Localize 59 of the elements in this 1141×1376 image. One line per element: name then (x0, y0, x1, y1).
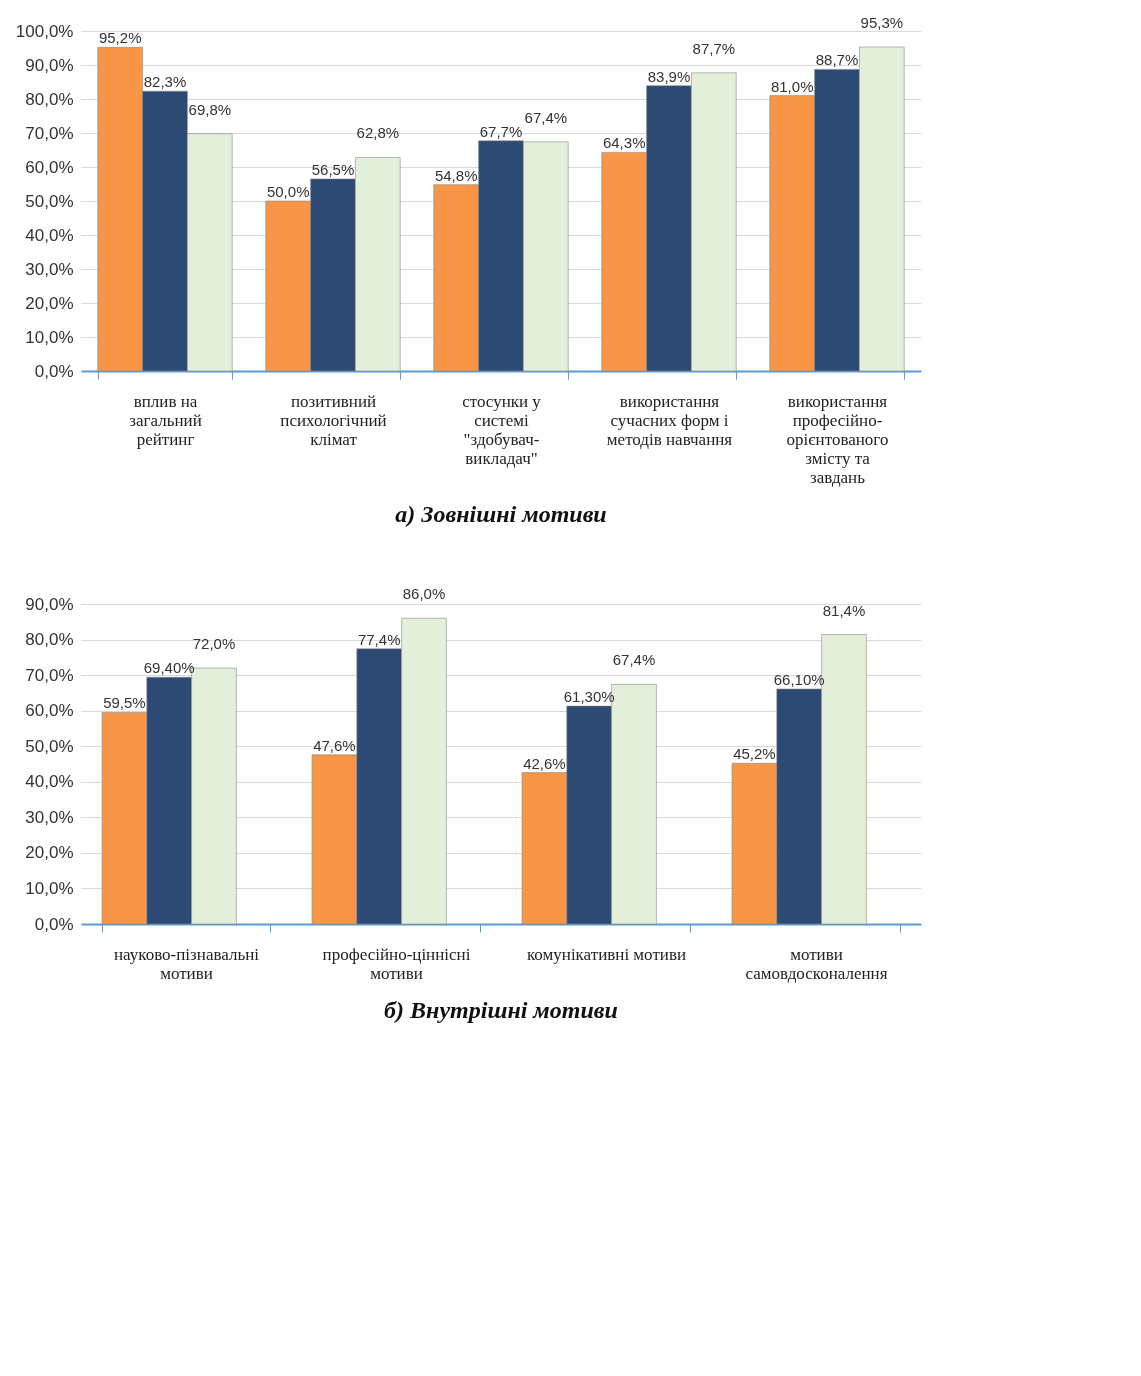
y-tick-label: 10,0% (25, 327, 74, 347)
data-label: 67,4% (524, 108, 568, 126)
text: б) Внутрішні мотиви (384, 997, 618, 1023)
data-label: 69,40% (143, 659, 195, 677)
data-label: 95,2% (98, 29, 142, 47)
data-label: 61,30% (563, 688, 615, 706)
x-tick-label: стосунки у системі "здобувач-викладач" (462, 391, 542, 468)
data-label: 81,4% (822, 601, 866, 619)
x-tick-label: мотиви самовдосконалення (745, 944, 888, 983)
text: а) Зовнішні мотиви (395, 501, 607, 527)
y-tick-label: 90,0% (25, 55, 74, 75)
data-label: 64,3% (602, 134, 646, 152)
y-tick-label: 40,0% (25, 225, 74, 245)
data-label: 77,4% (357, 630, 401, 648)
y-tick-label: 80,0% (25, 630, 74, 650)
y-tick-label: 30,0% (25, 807, 74, 827)
data-label: 69,8% (188, 100, 232, 118)
data-label: 66,10% (773, 670, 825, 688)
data-label: 87,7% (692, 39, 736, 57)
y-tick-label: 20,0% (25, 843, 74, 863)
data-label: 72,0% (192, 635, 236, 652)
data-label: 83,9% (647, 67, 691, 85)
data-label: 45,2% (733, 745, 776, 763)
data-label: 67,4% (612, 651, 656, 669)
x-tick-label: вплив на загальний рейтинг (129, 391, 202, 449)
data-label: 50,0% (266, 183, 310, 200)
data-label: 54,8% (434, 166, 478, 184)
y-tick-label: 60,0% (25, 157, 74, 177)
y-tick-label: 80,0% (25, 89, 74, 109)
data-label: 56,5% (311, 160, 355, 178)
data-label: 47,6% (313, 736, 356, 754)
data-label: 88,7% (815, 51, 859, 69)
x-tick-label: науково-пізнавальні мотиви (114, 944, 260, 983)
data-label: 62,8% (356, 124, 400, 142)
x-tick-label: використання сучасних форм і методів навчання (606, 391, 733, 449)
y-tick-label: 60,0% (25, 701, 74, 721)
data-label: 59,5% (103, 694, 146, 712)
y-tick-label: 0,0% (34, 361, 74, 381)
x-tick-label: використання професійно-орієнтованого змісту та завдань (786, 391, 889, 487)
data-label: 82,3% (143, 73, 187, 91)
y-tick-label: 40,0% (25, 772, 74, 792)
y-tick-label: 70,0% (25, 665, 74, 685)
data-label: 86,0% (402, 585, 446, 603)
y-tick-label: 0,0% (34, 914, 74, 934)
y-tick-label: 10,0% (25, 878, 74, 898)
data-label: 95,3% (860, 13, 904, 31)
y-tick-label: 50,0% (25, 191, 74, 211)
x-tick-label: професійно-ціннісні мотиви (322, 944, 471, 983)
y-tick-label: 70,0% (25, 123, 74, 143)
y-tick-label: 100,0% (15, 21, 74, 41)
y-tick-label: 30,0% (25, 259, 74, 279)
y-tick-label: 20,0% (25, 293, 74, 313)
y-tick-label: 50,0% (25, 736, 74, 756)
x-tick-label: комунікативні мотиви (526, 944, 687, 964)
data-label: 81,0% (770, 77, 814, 95)
data-label: 67,7% (479, 122, 523, 140)
x-tick-label: позитивний психологічний клімат (280, 391, 387, 449)
y-tick-label: 90,0% (25, 594, 74, 614)
data-label: 42,6% (523, 754, 566, 772)
